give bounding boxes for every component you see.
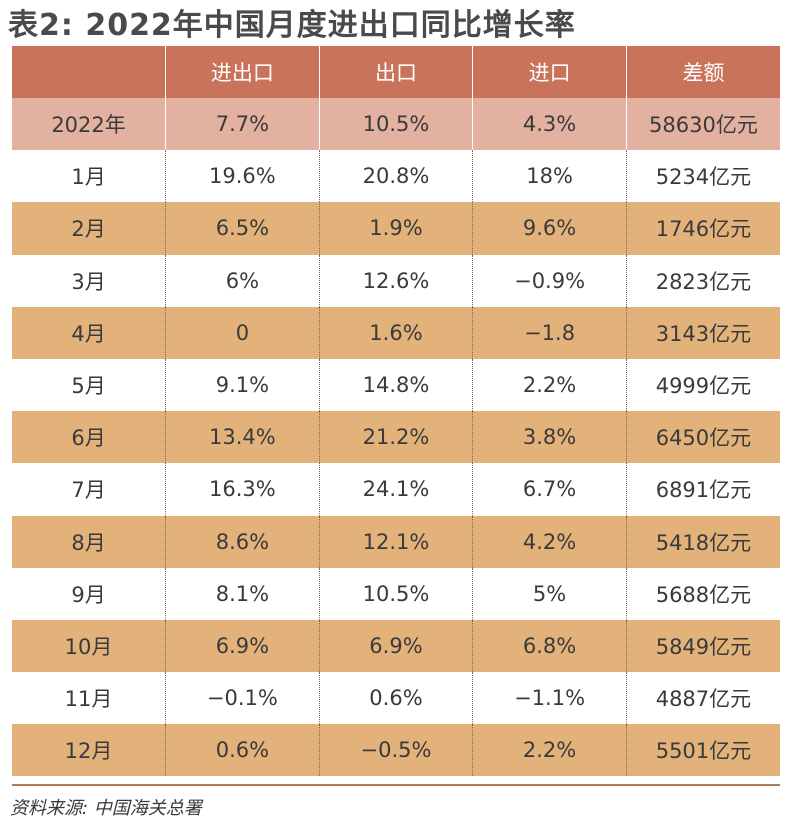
table-cell: 9.6% bbox=[472, 202, 627, 255]
table-cell: 18% bbox=[472, 150, 627, 203]
table-cell: 2月 bbox=[12, 202, 166, 255]
table-cell: 10.5% bbox=[318, 567, 473, 620]
table-cell: 5688亿元 bbox=[625, 567, 780, 620]
table-cell: 12月 bbox=[12, 724, 166, 777]
table-cell: 21.2% bbox=[318, 411, 473, 464]
header-cell-export: 出口 bbox=[318, 46, 473, 98]
table-cell: 9.1% bbox=[165, 358, 320, 412]
header-cell-import-export: 进出口 bbox=[165, 46, 320, 98]
table-title: 表2: 2022年中国月度进出口同比增长率 bbox=[8, 8, 576, 43]
table-bottom-rule bbox=[12, 784, 780, 786]
table-cell: 8.1% bbox=[165, 567, 320, 620]
total-row: 2022年 7.7% 10.5% 4.3% 58630亿元 bbox=[12, 98, 780, 151]
table-row: 5月 9.1% 14.8% 2.2% 4999亿元 bbox=[12, 358, 780, 412]
table-cell: 7月 bbox=[12, 463, 166, 516]
table-cell: 6.9% bbox=[318, 619, 473, 673]
table-row: 8月 8.6% 12.1% 4.2% 5418亿元 bbox=[12, 515, 780, 568]
table-cell: 24.1% bbox=[318, 463, 473, 516]
table-cell: 58630亿元 bbox=[625, 98, 780, 151]
table-cell: 1月 bbox=[12, 150, 166, 203]
trade-growth-table: 进出口 出口 进口 差额 2022年 7.7% 10.5% 4.3% 58630… bbox=[12, 46, 780, 777]
table-cell: 4月 bbox=[12, 306, 166, 359]
table-cell: 19.6% bbox=[165, 150, 320, 203]
table-cell: 5418亿元 bbox=[625, 515, 780, 568]
table-cell: 2022年 bbox=[12, 98, 166, 151]
table-cell: 5501亿元 bbox=[625, 724, 780, 777]
table-cell: 3月 bbox=[12, 254, 166, 307]
table-cell: 10.5% bbox=[318, 98, 473, 151]
table-cell: −0.9% bbox=[472, 254, 627, 307]
table-cell: 6.7% bbox=[472, 463, 627, 516]
table-cell: 20.8% bbox=[318, 150, 473, 203]
source-note: 资料来源: 中国海关总署 bbox=[10, 798, 202, 819]
table-row: 2月 6.5% 1.9% 9.6% 1746亿元 bbox=[12, 202, 780, 255]
table-row: 1月 19.6% 20.8% 18% 5234亿元 bbox=[12, 150, 780, 203]
table-cell: 1746亿元 bbox=[625, 202, 780, 255]
table-cell: 4.2% bbox=[472, 515, 627, 568]
table-cell: 11月 bbox=[12, 672, 166, 725]
table-row: 6月 13.4% 21.2% 3.8% 6450亿元 bbox=[12, 411, 780, 464]
table-cell: −0.1% bbox=[165, 672, 320, 725]
table-row: 11月 −0.1% 0.6% −1.1% 4887亿元 bbox=[12, 672, 780, 725]
table-cell: 0 bbox=[165, 306, 320, 359]
table-cell: 7.7% bbox=[165, 98, 320, 151]
table-cell: 5% bbox=[472, 567, 627, 620]
table-cell: 2.2% bbox=[472, 358, 627, 412]
header-cell-import: 进口 bbox=[472, 46, 627, 98]
table-row: 3月 6% 12.6% −0.9% 2823亿元 bbox=[12, 254, 780, 307]
table-cell: 4887亿元 bbox=[625, 672, 780, 725]
table-cell: 16.3% bbox=[165, 463, 320, 516]
table-cell: 5234亿元 bbox=[625, 150, 780, 203]
table-row: 9月 8.1% 10.5% 5% 5688亿元 bbox=[12, 567, 780, 620]
table-cell: 0.6% bbox=[318, 672, 473, 725]
table-cell: 6% bbox=[165, 254, 320, 307]
table-cell: 8.6% bbox=[165, 515, 320, 568]
table-cell: 6.8% bbox=[472, 619, 627, 673]
table-cell: 2.2% bbox=[472, 724, 627, 777]
table-cell: 6450亿元 bbox=[625, 411, 780, 464]
table-cell: 0.6% bbox=[165, 724, 320, 777]
table-cell: 8月 bbox=[12, 515, 166, 568]
table-cell: 4999亿元 bbox=[625, 358, 780, 412]
table-cell: 1.9% bbox=[318, 202, 473, 255]
table-cell: 5月 bbox=[12, 358, 166, 412]
table-row: 10月 6.9% 6.9% 6.8% 5849亿元 bbox=[12, 619, 780, 673]
table-cell: 4.3% bbox=[472, 98, 627, 151]
table-cell: 1.6% bbox=[318, 306, 473, 359]
table-cell: 13.4% bbox=[165, 411, 320, 464]
table-cell: 12.6% bbox=[318, 254, 473, 307]
table-cell: 9月 bbox=[12, 567, 166, 620]
header-cell-blank bbox=[12, 46, 166, 98]
table-row: 7月 16.3% 24.1% 6.7% 6891亿元 bbox=[12, 463, 780, 516]
table-cell: −1.1% bbox=[472, 672, 627, 725]
table-row: 4月 0 1.6% −1.8 3143亿元 bbox=[12, 306, 780, 359]
table-cell: 14.8% bbox=[318, 358, 473, 412]
table-cell: 12.1% bbox=[318, 515, 473, 568]
table-cell: 2823亿元 bbox=[625, 254, 780, 307]
table-row: 12月 0.6% −0.5% 2.2% 5501亿元 bbox=[12, 724, 780, 777]
header-cell-balance: 差额 bbox=[625, 46, 780, 98]
table-cell: 3143亿元 bbox=[625, 306, 780, 359]
table-cell: 3.8% bbox=[472, 411, 627, 464]
table-cell: 10月 bbox=[12, 619, 166, 673]
table-cell: −0.5% bbox=[318, 724, 473, 777]
table-cell: 6.5% bbox=[165, 202, 320, 255]
table-cell: −1.8 bbox=[472, 306, 627, 359]
table-cell: 5849亿元 bbox=[625, 619, 780, 673]
table-cell: 6.9% bbox=[165, 619, 320, 673]
table-cell: 6891亿元 bbox=[625, 463, 780, 516]
header-row: 进出口 出口 进口 差额 bbox=[12, 46, 780, 98]
table-cell: 6月 bbox=[12, 411, 166, 464]
